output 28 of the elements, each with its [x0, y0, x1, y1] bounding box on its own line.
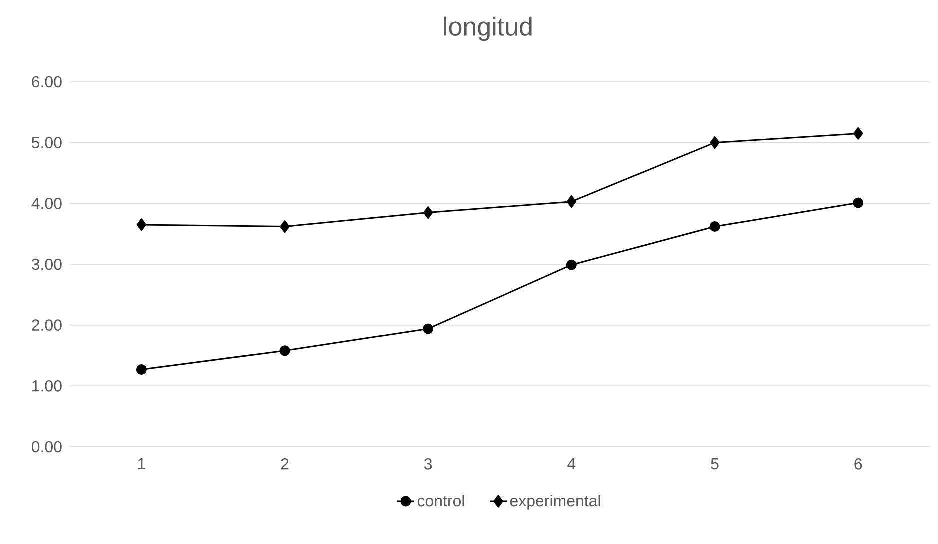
- point: [280, 220, 290, 234]
- y-tick-label: 0.00: [32, 441, 62, 453]
- point: [566, 260, 577, 270]
- y-tick-label: 5.00: [32, 137, 62, 148]
- y-tick-label: 2.00: [32, 320, 62, 331]
- x-tick-label: 2: [281, 458, 289, 470]
- point: [136, 218, 147, 232]
- point: [566, 196, 577, 208]
- point: [423, 324, 434, 334]
- x-tick-label: 1: [138, 458, 146, 470]
- point: [710, 136, 720, 150]
- y-tick-label: 3.00: [32, 258, 62, 270]
- point: [710, 222, 720, 232]
- x-tick-label: 4: [568, 458, 576, 470]
- point: [136, 364, 147, 375]
- point: [280, 346, 290, 356]
- y-tick-label: 4.00: [32, 198, 62, 210]
- legend-label: experimental: [510, 494, 600, 510]
- x-tick-label: 6: [854, 458, 862, 470]
- point: [853, 127, 864, 140]
- y-tick-label: 6.00: [32, 76, 62, 88]
- x-tick-label: 3: [424, 458, 432, 470]
- x-tick-label: 5: [711, 458, 719, 470]
- y-tick-label: 1.00: [32, 380, 62, 392]
- legend-label: control: [418, 494, 464, 507]
- point: [853, 198, 864, 208]
- chart-title: longitud: [444, 16, 532, 42]
- point: [423, 206, 434, 220]
